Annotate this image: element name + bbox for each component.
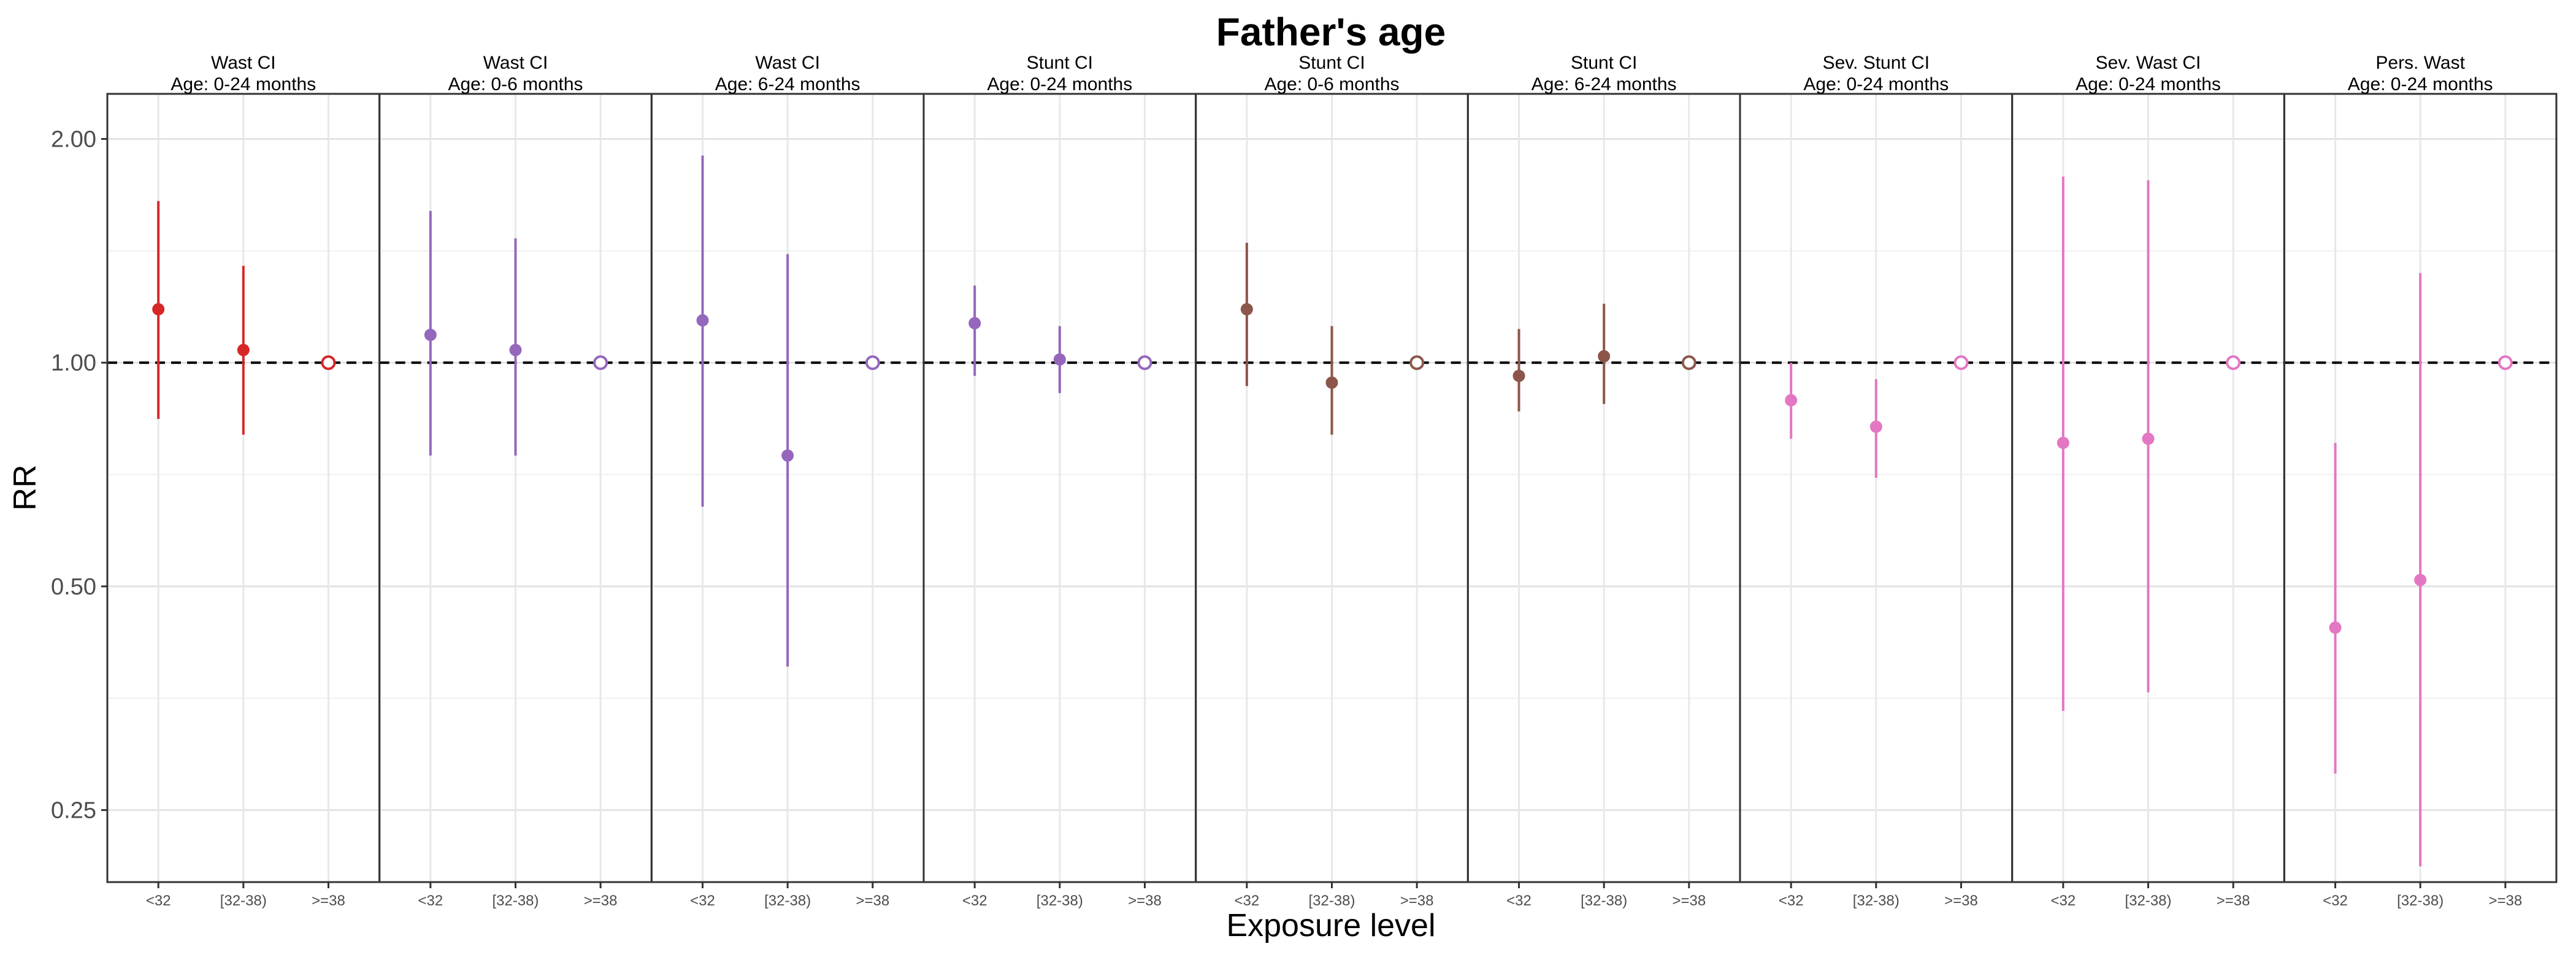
x-tick-label: <32	[962, 893, 987, 909]
y-tick-label: 2.00	[51, 127, 96, 153]
chart-title: Father's age	[1216, 10, 1446, 54]
panel-strip-subtitle: Age: 6-24 months	[1531, 74, 1677, 94]
panel-strip-title: Stunt CI	[1298, 53, 1365, 73]
reference-point	[593, 355, 608, 371]
estimate-point	[781, 449, 794, 462]
estimate-point	[2057, 436, 2069, 449]
panel-strip-subtitle: Age: 0-6 months	[448, 74, 583, 94]
y-tick-label: 0.25	[51, 798, 96, 824]
x-tick-label: >=38	[1128, 893, 1162, 909]
estimate-point	[1512, 369, 1525, 382]
x-tick-label: <32	[2323, 893, 2348, 909]
y-axis-label: RR	[7, 464, 43, 510]
x-tick-label: >=38	[1400, 893, 1434, 909]
x-tick-label: [32-38)	[1308, 893, 1355, 909]
reference-point	[321, 355, 336, 371]
panel-strip-subtitle: Age: 0-24 months	[2076, 74, 2221, 94]
x-tick-label: <32	[1779, 893, 1804, 909]
x-tick-label: [32-38)	[220, 893, 267, 909]
estimate-point	[1869, 420, 1882, 433]
estimate-point	[509, 344, 522, 356]
reference-point	[865, 355, 880, 371]
x-axis-label: Exposure level	[1226, 908, 1435, 943]
reference-point	[1409, 355, 1425, 371]
x-tick-label: >=38	[584, 893, 618, 909]
panel-strip-title: Sev. Wast CI	[2096, 53, 2201, 73]
x-tick-label: [32-38)	[2125, 893, 2171, 909]
panel-strip-title: Wast CI	[483, 53, 548, 73]
x-tick-label: <32	[418, 893, 443, 909]
panel-strip-subtitle: Age: 0-24 months	[987, 74, 1132, 94]
panel-strip-subtitle: Age: 0-24 months	[2348, 74, 2493, 94]
estimate-point	[424, 328, 437, 341]
estimate-point	[1053, 353, 1066, 366]
x-tick-label: <32	[1234, 893, 1259, 909]
x-tick-label: [32-38)	[1037, 893, 1083, 909]
panel-strip-subtitle: Age: 0-6 months	[1264, 74, 1399, 94]
x-tick-label: <32	[2050, 893, 2076, 909]
panel-strip-subtitle: Age: 6-24 months	[715, 74, 861, 94]
reference-point	[2497, 355, 2513, 371]
x-tick-label: >=38	[2217, 893, 2250, 909]
panel-strip-title: Pers. Wast	[2375, 53, 2465, 73]
x-tick-label: >=38	[2488, 893, 2522, 909]
x-tick-label: <32	[690, 893, 715, 909]
y-tick-label: 1.00	[51, 350, 96, 376]
x-tick-label: [32-38)	[764, 893, 811, 909]
panel-strip-title: Stunt CI	[1027, 53, 1093, 73]
x-tick-label: >=38	[312, 893, 345, 909]
reference-point	[1681, 355, 1696, 371]
x-tick-label: <32	[146, 893, 171, 909]
panel-strip-title: Sev. Stunt CI	[1823, 53, 1930, 73]
x-tick-label: >=38	[1672, 893, 1706, 909]
panel-strip-subtitle: Age: 0-24 months	[171, 74, 316, 94]
estimate-point	[1598, 350, 1611, 363]
estimate-point	[968, 317, 981, 329]
x-tick-label: [32-38)	[1581, 893, 1627, 909]
x-tick-label: >=38	[856, 893, 889, 909]
estimate-point	[1785, 394, 1798, 407]
reference-point	[1137, 355, 1152, 371]
x-tick-label: <32	[1506, 893, 1531, 909]
x-tick-label: >=38	[1944, 893, 1978, 909]
panel-strip-title: Wast CI	[755, 53, 820, 73]
estimate-point	[1240, 303, 1253, 316]
estimate-point	[1325, 376, 1338, 389]
panel-strip-title: Wast CI	[211, 53, 276, 73]
estimate-point	[2414, 574, 2427, 586]
x-tick-label: [32-38)	[1853, 893, 1899, 909]
estimate-point	[152, 303, 165, 316]
estimate-point	[2329, 621, 2342, 634]
reference-point	[1953, 355, 1969, 371]
panel-strip-title: Stunt CI	[1571, 53, 1637, 73]
y-tick-label: 0.50	[51, 574, 96, 600]
x-tick-label: [32-38)	[492, 893, 539, 909]
estimate-point	[237, 344, 250, 356]
x-tick-label: [32-38)	[2397, 893, 2444, 909]
panel-strip-subtitle: Age: 0-24 months	[1803, 74, 1949, 94]
estimate-point	[2142, 432, 2155, 445]
estimate-point	[696, 314, 709, 327]
reference-point	[2226, 355, 2241, 371]
